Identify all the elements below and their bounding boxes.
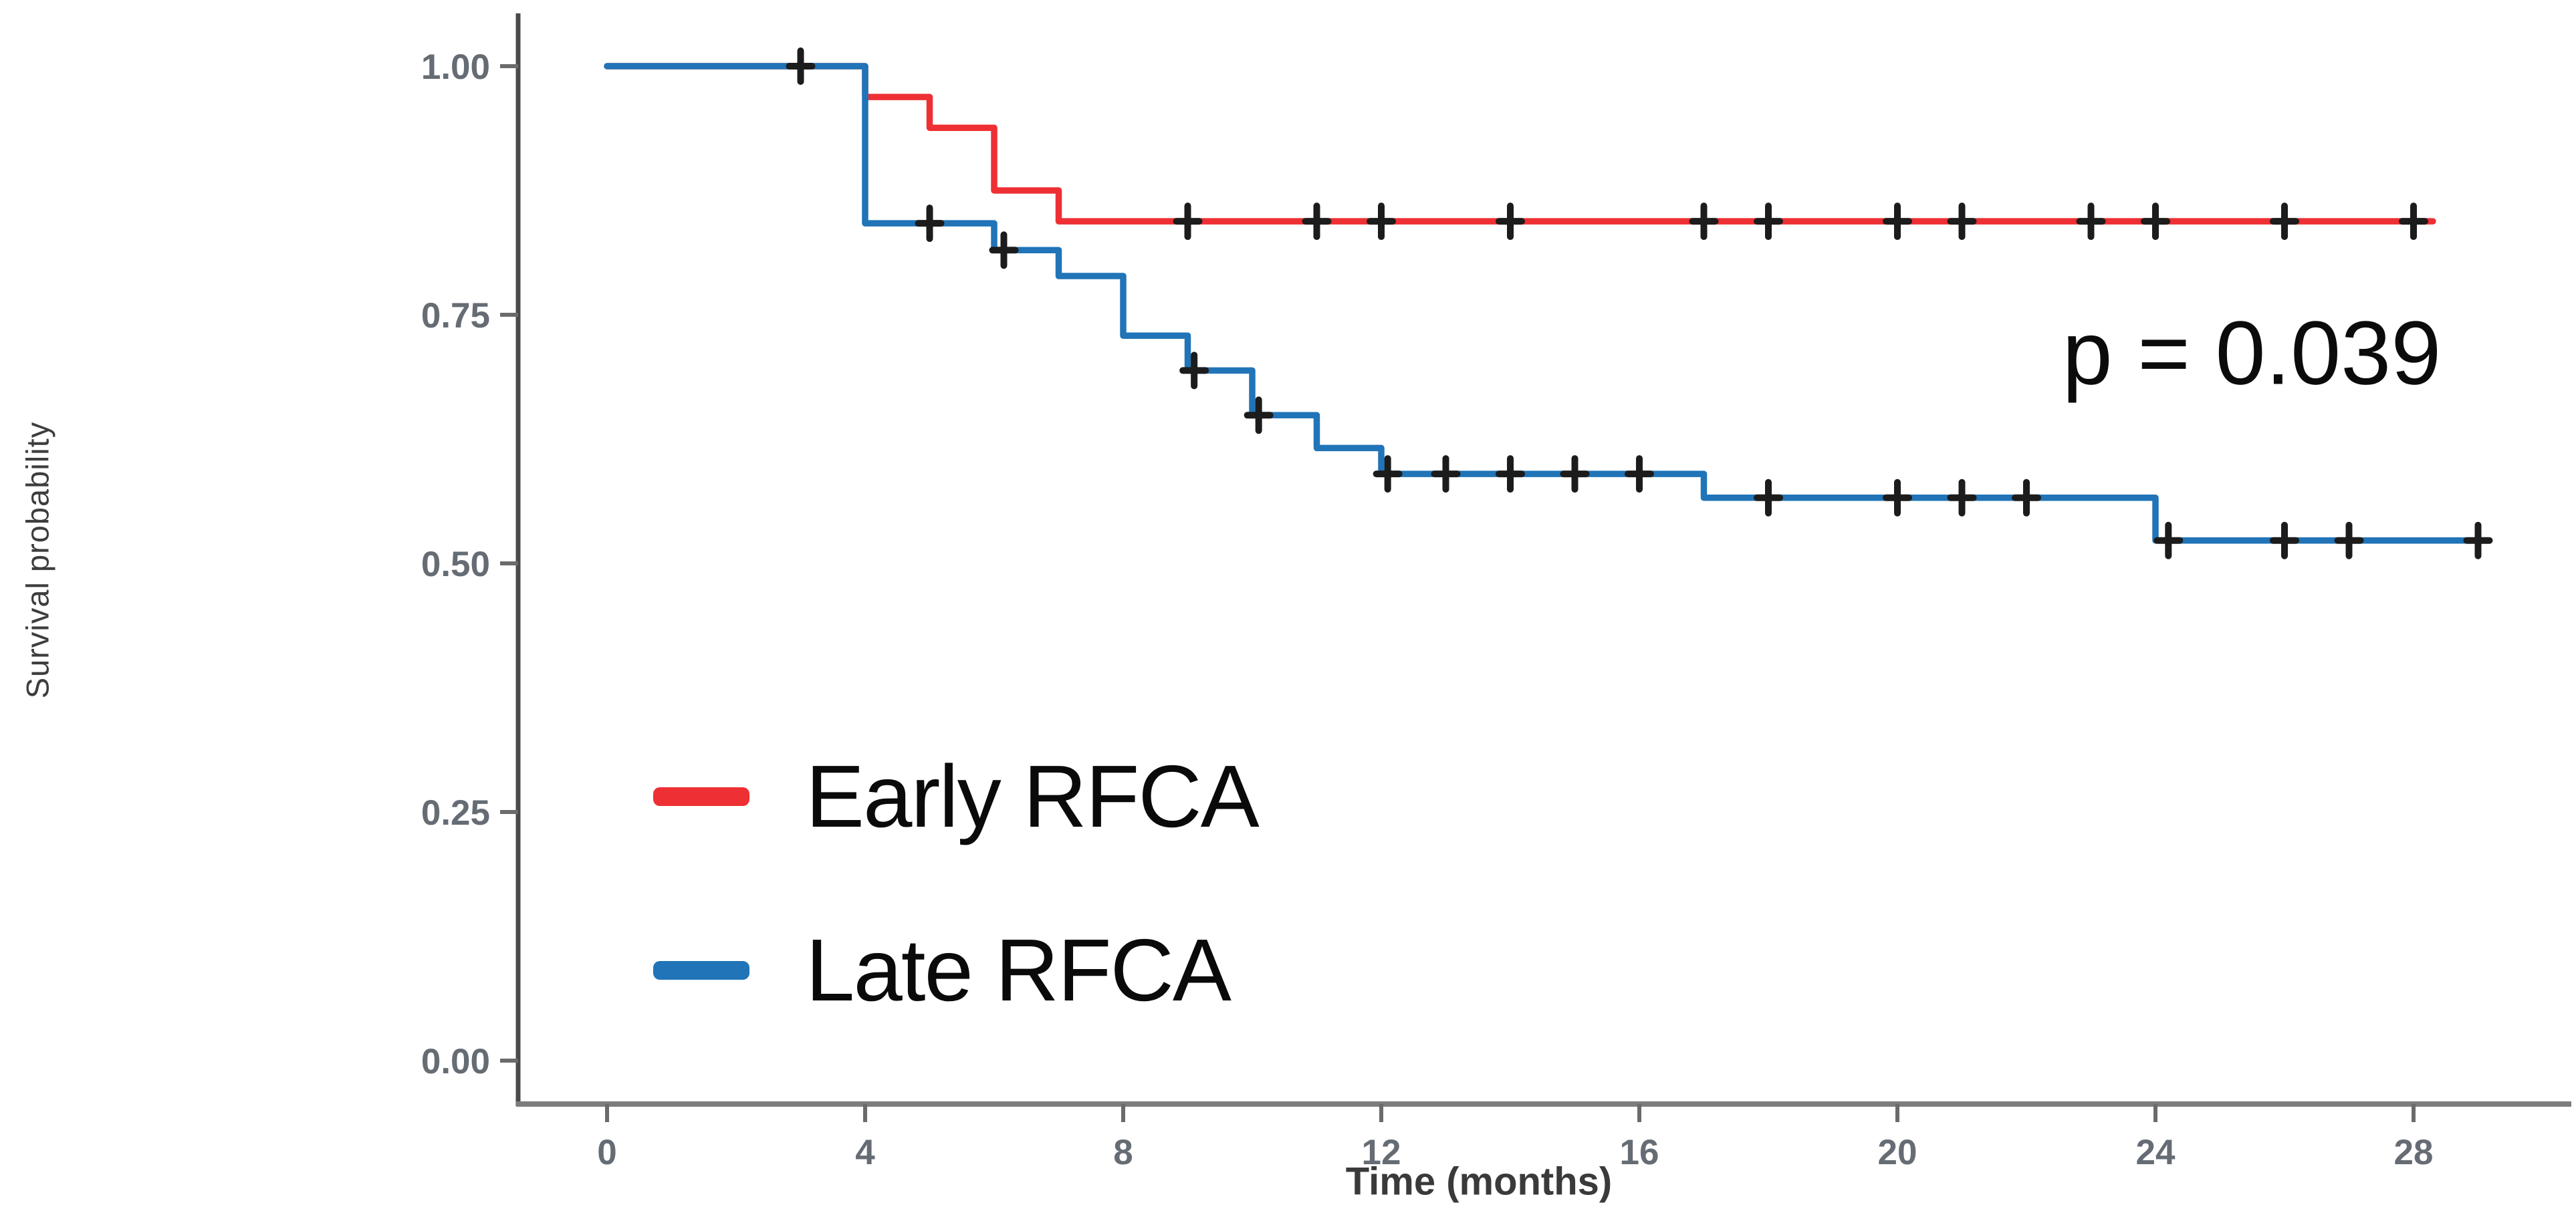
censor-mark-late-rfca	[2153, 521, 2184, 559]
censor-mark-early-rfca	[1883, 202, 1912, 241]
censor-mark-late-rfca	[989, 231, 1019, 269]
series-curves-group	[604, 63, 2488, 544]
censor-mark-late-rfca	[1179, 352, 1209, 390]
censor-mark-early-rfca	[2076, 202, 2106, 241]
x-tick-label: 4	[855, 1133, 875, 1172]
legend-label-late-rfca: Late RFCA	[806, 921, 1232, 1019]
early-rfca-color-swatch	[653, 787, 749, 806]
y-tick-label: 0.00	[421, 1042, 490, 1081]
censor-mark-late-rfca	[2334, 521, 2364, 559]
censor-mark-late-rfca	[2270, 521, 2299, 559]
censor-mark-late-rfca	[1496, 455, 1525, 493]
censor-mark-late-rfca	[1431, 455, 1461, 493]
censor-marks-group	[786, 47, 2493, 559]
x-axis-title: Time (months)	[1345, 1160, 1613, 1204]
censor-mark-late-rfca	[1883, 479, 1912, 517]
axes-group	[500, 13, 2571, 1122]
x-tick-label: 24	[2136, 1133, 2176, 1172]
x-tick-label: 8	[1113, 1133, 1133, 1172]
legend-item-early-rfca: Early RFCA	[653, 747, 1260, 845]
censor-mark-early-rfca	[786, 47, 816, 85]
censor-mark-late-rfca	[1560, 455, 1590, 493]
censor-mark-late-rfca	[1625, 455, 1654, 493]
legend-item-late-rfca: Late RFCA	[653, 921, 1232, 1019]
late-rfca-color-swatch	[653, 961, 749, 980]
censor-mark-early-rfca	[1947, 202, 1977, 241]
censor-mark-late-rfca	[2463, 521, 2493, 559]
censor-mark-late-rfca	[2012, 479, 2041, 517]
censor-mark-early-rfca	[1173, 202, 1203, 241]
censor-mark-early-rfca	[1367, 202, 1396, 241]
censor-mark-early-rfca	[1302, 202, 1332, 241]
tick-labels-group: 1.00 0.75 0.50 0.25 0.00 0 4 8 12 16 20 24 28	[421, 47, 2434, 1172]
survival-curve-late-rfca	[604, 63, 2488, 544]
censor-mark-early-rfca	[2141, 202, 2170, 241]
y-tick-label: 1.00	[421, 47, 490, 87]
p-value-annotation: p = 0.039	[2062, 302, 2442, 404]
legend-label-early-rfca: Early RFCA	[806, 747, 1260, 845]
x-tick-label: 16	[1620, 1133, 1659, 1172]
censor-mark-early-rfca	[2399, 202, 2428, 241]
y-axis-title: Survival probability	[19, 421, 55, 699]
censor-mark-early-rfca	[1496, 202, 1525, 241]
y-tick-label: 0.25	[421, 793, 490, 833]
censor-mark-late-rfca	[1373, 455, 1403, 493]
censor-mark-early-rfca	[1689, 202, 1719, 241]
censor-mark-late-rfca	[1244, 396, 1274, 434]
x-tick-label: 12	[1362, 1133, 1401, 1172]
censor-mark-late-rfca	[915, 205, 945, 243]
survival-curve-early-rfca	[604, 63, 2436, 225]
censor-mark-late-rfca	[1754, 479, 1783, 517]
x-tick-label: 28	[2394, 1133, 2434, 1172]
censor-mark-early-rfca	[1754, 202, 1783, 241]
x-tick-label: 20	[1878, 1133, 1917, 1172]
y-tick-label: 0.50	[421, 545, 490, 584]
y-tick-label: 0.75	[421, 296, 490, 335]
x-tick-label: 0	[597, 1133, 616, 1172]
censor-mark-late-rfca	[1947, 479, 1977, 517]
censor-mark-early-rfca	[2270, 202, 2299, 241]
